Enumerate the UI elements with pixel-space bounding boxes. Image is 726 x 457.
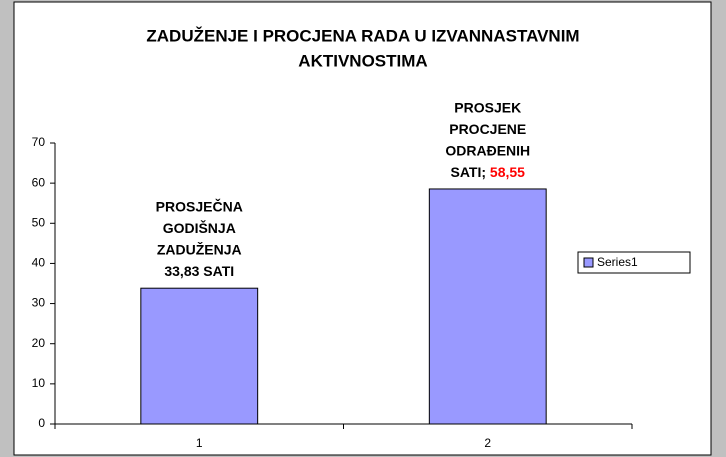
x-tick-label: 2 xyxy=(484,436,491,450)
y-tick-label: 30 xyxy=(32,296,46,310)
legend-box xyxy=(577,251,691,274)
bar-annotation: ZADUŽENJA xyxy=(157,240,242,257)
bar-annotation: PROCJENE xyxy=(449,121,526,137)
annotation-text: SATI; xyxy=(451,164,487,180)
bar-annotation: GODIŠNJA xyxy=(163,219,236,236)
value-label: 33,83 SATI xyxy=(164,263,234,279)
annotation-text: PROSJEK xyxy=(454,99,521,115)
annotation-text: ZADUŽENJA xyxy=(157,240,242,257)
y-tick-label: 10 xyxy=(32,376,46,390)
bar-annotation: SATI; 58,55 xyxy=(451,164,526,180)
annotation-text: PROCJENE xyxy=(449,121,526,137)
chart-title: AKTIVNOSTIMA xyxy=(298,51,427,70)
y-tick-label: 40 xyxy=(32,256,46,270)
bar-annotation: PROSJEK xyxy=(454,99,521,115)
y-tick-label: 0 xyxy=(38,416,45,430)
x-tick-label: 1 xyxy=(196,436,203,450)
y-tick-label: 60 xyxy=(32,175,46,189)
annotation-text: ODRAĐENIH xyxy=(445,142,530,158)
y-tick-label: 20 xyxy=(32,336,46,350)
bar xyxy=(428,188,547,425)
chart-title: ZADUŽENJE I PROCJENA RADA U IZVANNASTAVN… xyxy=(146,26,579,45)
annotation-text: PROSJEČNA xyxy=(156,197,243,214)
bar-annotation: ODRAĐENIH xyxy=(445,142,530,158)
legend-swatch xyxy=(583,257,594,268)
y-tick-label: 50 xyxy=(32,215,46,229)
bar-annotation: PROSJEČNA xyxy=(156,197,243,214)
y-tick-label: 70 xyxy=(32,135,46,149)
value-label: 58,55 xyxy=(490,164,525,180)
chart-area xyxy=(13,1,712,456)
bar xyxy=(140,287,259,425)
legend-label: Series1 xyxy=(597,255,638,269)
annotation-text: GODIŠNJA xyxy=(163,219,236,236)
